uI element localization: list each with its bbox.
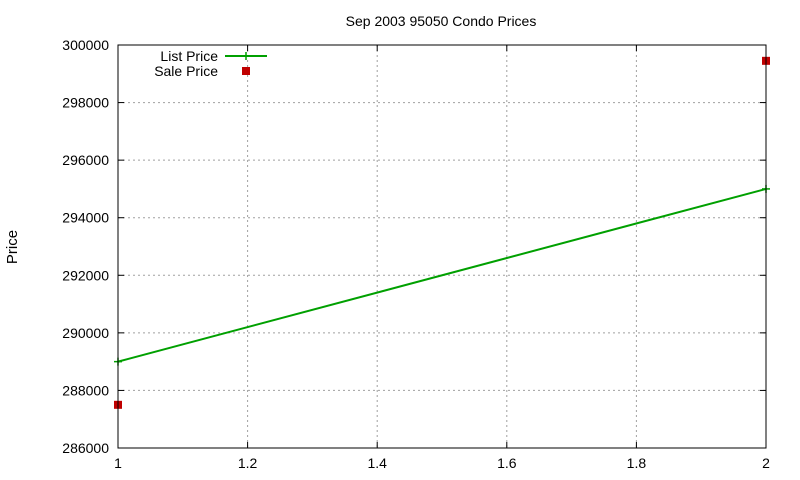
- legend-swatch-marker: [242, 67, 250, 75]
- axis-ticks: [117, 44, 767, 449]
- y-tick-label: 286000: [62, 440, 109, 456]
- x-tick-label: 2: [762, 455, 770, 471]
- grid: [118, 45, 766, 448]
- y-tick-label: 290000: [62, 325, 109, 341]
- x-tick-label: 1.2: [238, 455, 258, 471]
- y-tick-label: 294000: [62, 210, 109, 226]
- tick-labels: 1 1.2 1.4 1.6 1.8 2 286000 288000 290000 292000 29…: [62, 37, 770, 471]
- y-tick-label: 298000: [62, 95, 109, 111]
- x-tick-label: 1: [114, 455, 122, 471]
- x-tick-label: 1.6: [497, 455, 517, 471]
- legend-swatch-marker: [242, 52, 250, 60]
- x-tick-label: 1.4: [367, 455, 387, 471]
- y-tick-label: 292000: [62, 267, 109, 283]
- chart-title: Sep 2003 95050 Condo Prices: [346, 13, 537, 29]
- series: [114, 56, 770, 409]
- y-tick-label: 288000: [62, 382, 109, 398]
- legend-label: List Price: [160, 48, 218, 64]
- y-tick-label: 296000: [62, 152, 109, 168]
- plot-frame: [117, 44, 767, 449]
- list-price-line: [117, 187, 767, 363]
- y-tick-label: 300000: [62, 37, 109, 53]
- x-tick-label: 1.8: [627, 455, 647, 471]
- legend-label: Sale Price: [154, 63, 218, 79]
- y-axis-label: Price: [4, 230, 21, 264]
